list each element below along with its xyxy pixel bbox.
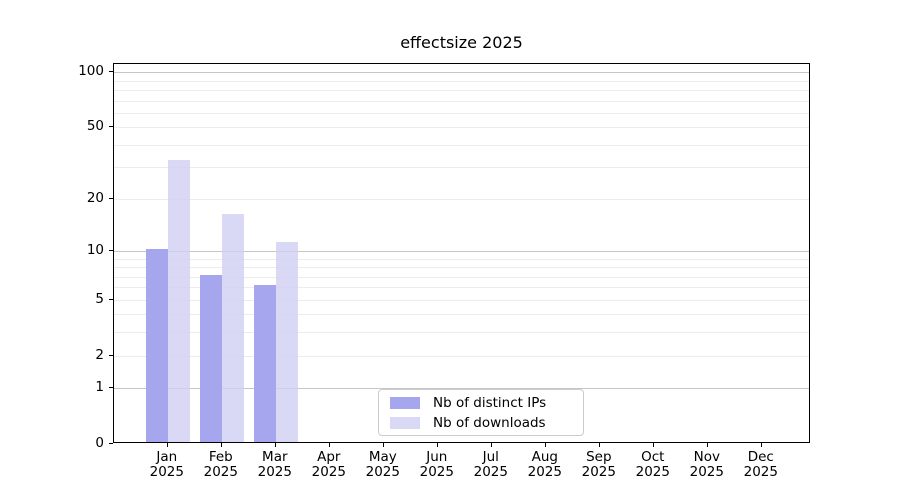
legend-label-downloads: Nb of downloads [433, 414, 546, 431]
y-gridline-major [114, 388, 809, 390]
y-tick-label: 1 [95, 379, 104, 396]
x-tick-mark [166, 443, 168, 447]
x-tick-mark [382, 443, 384, 447]
bar-distinct-ips [145, 248, 168, 442]
y-gridline-minor [114, 314, 809, 316]
y-tick-mark [109, 126, 113, 128]
bar-distinct-ips [253, 285, 276, 442]
legend: Nb of distinct IPs Nb of downloads [378, 389, 584, 436]
y-gridline-minor [114, 299, 809, 301]
y-tick-mark [109, 298, 113, 300]
y-gridline-major [114, 250, 809, 252]
legend-swatch-downloads-icon [390, 416, 420, 429]
legend-swatch-distinct-ips-icon [390, 396, 420, 409]
y-gridline-minor [114, 332, 809, 334]
y-gridline-minor [114, 80, 809, 82]
x-tick-mark [652, 443, 654, 447]
x-tick-mark [436, 443, 438, 447]
y-gridline-minor [114, 355, 809, 357]
bar-downloads [167, 160, 190, 442]
x-tick-label: Jul 2025 [473, 449, 508, 480]
x-tick-label: May 2025 [365, 449, 400, 480]
y-tick-mark [109, 354, 113, 356]
y-gridline-minor [114, 127, 809, 129]
x-tick-label: Aug 2025 [527, 449, 562, 480]
x-tick-mark [220, 443, 222, 447]
y-tick-mark [109, 249, 113, 251]
y-gridline-minor [114, 167, 809, 169]
y-tick-mark [109, 387, 113, 389]
x-tick-mark [274, 443, 276, 447]
y-tick-label: 100 [78, 63, 104, 80]
x-tick-label: Nov 2025 [689, 449, 724, 480]
y-gridline-minor [114, 144, 809, 146]
x-tick-label: Sep 2025 [581, 449, 616, 480]
y-gridline-minor [114, 276, 809, 278]
x-tick-label: Oct 2025 [635, 449, 670, 480]
legend-item-downloads: Nb of downloads [379, 414, 583, 431]
x-tick-mark [706, 443, 708, 447]
bar-distinct-ips [199, 274, 222, 442]
plot-area: Nb of distinct IPs Nb of downloads [113, 63, 810, 443]
y-gridline-minor [114, 100, 809, 102]
bar-downloads [275, 241, 298, 442]
y-gridline-major [114, 72, 809, 74]
x-tick-mark [490, 443, 492, 447]
legend-item-distinct-ips: Nb of distinct IPs [379, 394, 583, 411]
y-tick-mark [109, 443, 113, 444]
y-gridline-minor [114, 90, 809, 91]
y-gridline-minor [114, 198, 809, 200]
x-tick-mark [544, 443, 546, 447]
y-tick-mark [109, 71, 113, 73]
x-tick-mark [328, 443, 330, 447]
y-tick-mark [109, 197, 113, 199]
y-tick-label: 5 [95, 290, 104, 307]
y-gridline-minor [114, 112, 809, 114]
x-tick-label: Dec 2025 [743, 449, 778, 480]
x-tick-label: Mar 2025 [257, 449, 292, 480]
y-tick-label: 10 [86, 241, 104, 258]
x-tick-label: Apr 2025 [311, 449, 346, 480]
bar-downloads [221, 213, 244, 442]
x-tick-mark [760, 443, 762, 447]
legend-label-distinct-ips: Nb of distinct IPs [433, 394, 547, 411]
y-gridline-minor [114, 287, 809, 289]
chart-title: effectsize 2025 [400, 33, 523, 52]
x-tick-label: Jun 2025 [419, 449, 454, 480]
x-tick-label: Jan 2025 [149, 449, 184, 480]
y-tick-label: 2 [95, 346, 104, 363]
y-gridline-minor [114, 258, 809, 260]
y-tick-label: 0 [95, 435, 104, 451]
x-tick-label: Feb 2025 [203, 449, 238, 480]
x-tick-mark [598, 443, 600, 447]
y-gridline-minor [114, 267, 809, 268]
y-tick-label: 20 [86, 189, 104, 206]
y-tick-label: 50 [86, 118, 104, 135]
